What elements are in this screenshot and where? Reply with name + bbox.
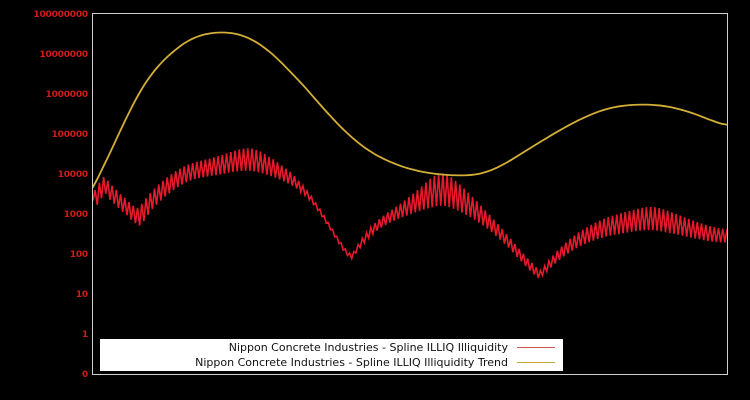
y-tick-label: 0 <box>81 370 88 380</box>
legend-item-label: Nippon Concrete Industries - Spline ILLI… <box>228 341 508 354</box>
y-tick-label: 1 <box>81 330 88 340</box>
legend-item-label: Nippon Concrete Industries - Spline ILLI… <box>195 356 508 369</box>
legend-item[interactable]: Nippon Concrete Industries - Spline ILLI… <box>100 340 563 355</box>
illiquidity-series-line <box>93 148 727 279</box>
chart-legend: Nippon Concrete Industries - Spline ILLI… <box>100 339 563 371</box>
y-tick-label: 100000 <box>51 130 89 140</box>
legend-item[interactable]: Nippon Concrete Industries - Spline ILLI… <box>100 355 563 370</box>
y-axis-tick-labels: 100000000 10000000 1000000 100000 10000 1000 1… <box>0 0 88 400</box>
legend-swatch-icon <box>517 362 555 363</box>
y-tick-label: 100 <box>69 250 88 260</box>
y-tick-label: 1000 <box>63 210 88 220</box>
y-tick-label: 10000 <box>57 170 89 180</box>
y-tick-label: 1000000 <box>45 90 89 100</box>
y-tick-label: 10 <box>75 290 88 300</box>
plot-area <box>92 13 728 375</box>
legend-swatch-icon <box>517 347 555 348</box>
y-tick-label: 100000000 <box>33 10 88 20</box>
plot-svg <box>93 31 727 279</box>
y-tick-label: 10000000 <box>39 50 89 60</box>
illiquidity-trend-line <box>93 31 727 188</box>
